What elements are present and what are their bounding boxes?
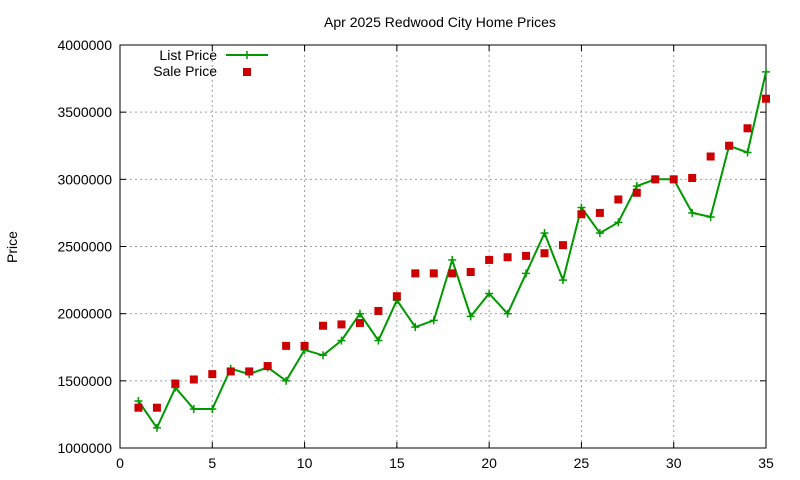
axes: 0 5 10 15 20 25 30 35 1000000 1500000 2000000 25000… xyxy=(57,37,774,471)
sale-price-point xyxy=(263,362,272,371)
list-price-point xyxy=(282,376,291,385)
sale-price-point xyxy=(226,367,235,376)
list-price-point xyxy=(688,208,697,217)
x-tick-label: 35 xyxy=(758,455,774,471)
sale-price-point xyxy=(558,241,567,250)
sale-price-point xyxy=(540,249,549,258)
list-price-point xyxy=(762,67,770,76)
list-price-point xyxy=(337,336,346,345)
legend: List Price Sale Price xyxy=(153,47,268,79)
y-tick-label: 3000000 xyxy=(57,171,112,187)
x-tick-label: 15 xyxy=(389,455,405,471)
y-tick-label: 1500000 xyxy=(57,373,112,389)
sale-price-point xyxy=(669,175,678,184)
sale-price-point xyxy=(374,306,383,315)
sale-price-point xyxy=(762,94,770,103)
x-tick-label: 30 xyxy=(666,455,682,471)
series-layer xyxy=(134,67,770,432)
list-price-point xyxy=(319,351,328,360)
grid-lines xyxy=(120,45,766,448)
sale-price-point xyxy=(522,251,531,260)
list-price-point xyxy=(540,229,549,238)
list-price-point xyxy=(466,312,475,321)
legend-label-list-price: List Price xyxy=(159,47,217,63)
y-tick-label: 4000000 xyxy=(57,37,112,53)
x-tick-label: 5 xyxy=(208,455,216,471)
sale-price-point xyxy=(411,269,420,278)
sale-price-point xyxy=(651,175,660,184)
sale-price-point xyxy=(725,141,734,150)
sale-price-point xyxy=(152,403,161,412)
sale-price-point xyxy=(429,269,438,278)
x-tick-label: 0 xyxy=(116,455,124,471)
sale-price-point xyxy=(282,341,291,350)
list-price-point xyxy=(134,396,143,405)
sale-price-point xyxy=(485,255,494,264)
list-price-point xyxy=(595,229,604,238)
list-price-point xyxy=(429,316,438,325)
list-price-point xyxy=(189,405,198,414)
legend-marker-sale-price xyxy=(243,68,251,76)
list-price-point xyxy=(632,182,641,191)
list-price-point xyxy=(743,148,752,157)
sale-price-point xyxy=(466,268,475,277)
sale-price-point xyxy=(688,173,697,182)
sale-price-point xyxy=(595,208,604,217)
list-price-point xyxy=(152,423,161,432)
sale-price-point xyxy=(503,253,512,262)
list-price-point xyxy=(374,336,383,345)
sale-price-point xyxy=(319,321,328,330)
list-price-point xyxy=(577,203,586,212)
sale-price-point xyxy=(300,341,309,350)
x-tick-label: 20 xyxy=(481,455,497,471)
sale-price-point xyxy=(614,195,623,204)
chart-title: Apr 2025 Redwood City Home Prices xyxy=(324,14,556,30)
sale-price-point xyxy=(337,320,346,329)
sale-price-point xyxy=(355,319,364,328)
sale-price-point xyxy=(706,152,715,161)
sale-price-point xyxy=(743,124,752,133)
list-price-point xyxy=(355,309,364,318)
sale-price-point xyxy=(392,292,401,301)
legend-marks xyxy=(226,51,268,76)
sale-price-point xyxy=(448,269,457,278)
sale-price-point xyxy=(577,210,586,219)
x-tick-label: 10 xyxy=(297,455,313,471)
y-tick-label: 2500000 xyxy=(57,239,112,255)
list-price-point xyxy=(448,255,457,264)
sale-price-point xyxy=(632,188,641,197)
list-price-point xyxy=(208,405,217,414)
legend-marker-list-price xyxy=(243,51,251,59)
y-axis-label: Price xyxy=(4,231,20,263)
legend-label-sale-price: Sale Price xyxy=(153,63,217,79)
y-tick-label: 2000000 xyxy=(57,306,112,322)
y-tick-label: 1000000 xyxy=(57,440,112,456)
sale-price-point xyxy=(245,367,254,376)
list-price-point xyxy=(706,212,715,221)
list-price-point xyxy=(614,218,623,227)
list-price-point xyxy=(411,323,420,332)
list-price-point xyxy=(485,289,494,298)
x-tick-label: 25 xyxy=(574,455,590,471)
sale-price-point xyxy=(189,375,198,384)
y-tick-label: 3500000 xyxy=(57,104,112,120)
sale-price-point xyxy=(171,379,180,388)
sale-price-point xyxy=(134,403,143,412)
list-price-point xyxy=(558,276,567,285)
list-price-point xyxy=(503,309,512,318)
list-price-point xyxy=(522,269,531,278)
sale-price-point xyxy=(208,370,217,379)
